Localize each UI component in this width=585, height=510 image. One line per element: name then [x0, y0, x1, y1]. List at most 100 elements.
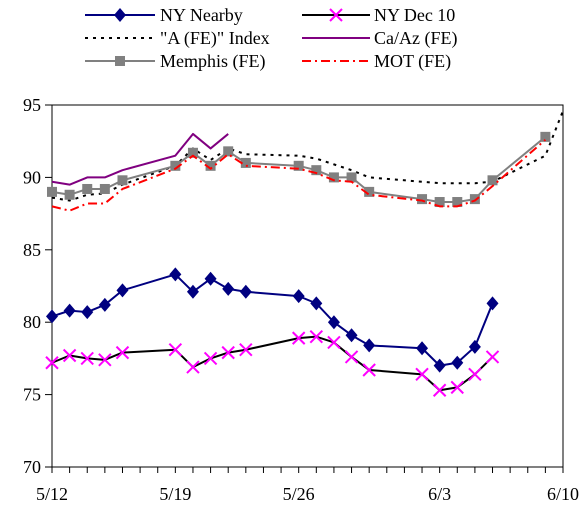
data-point — [416, 341, 429, 356]
data-point — [327, 335, 341, 350]
data-point — [468, 367, 482, 382]
data-point — [363, 338, 376, 353]
data-point — [327, 315, 340, 330]
y-tick-label: 85 — [23, 240, 41, 260]
data-point — [186, 284, 199, 299]
legend-entry-mot-fe: MOT (FE) — [302, 51, 451, 72]
data-point — [486, 296, 499, 311]
data-point — [98, 353, 112, 367]
series-line — [51, 132, 229, 186]
axes: 70 75 80 85 90 95 5/12 5/19 5/26 6/3 6/10 — [23, 95, 579, 504]
data-point — [98, 297, 111, 312]
data-point — [293, 160, 304, 171]
legend-label: MOT (FE) — [374, 51, 451, 72]
legend-entry-ny-dec-10: NY Dec 10 — [302, 5, 455, 25]
data-point — [451, 355, 464, 370]
data-point — [415, 367, 429, 382]
x-tick-label: 5/26 — [283, 484, 315, 504]
series-line — [51, 138, 547, 212]
y-tick-label: 75 — [23, 385, 41, 405]
data-point — [81, 305, 94, 320]
data-point — [223, 146, 234, 157]
data-point — [345, 328, 358, 343]
data-point — [328, 172, 339, 183]
legend-entry-ny-nearby: NY Nearby — [85, 5, 243, 25]
plot-frame — [51, 104, 564, 468]
series-ny-nearby — [46, 267, 499, 373]
data-point — [433, 358, 446, 373]
data-point — [64, 189, 75, 200]
legend-label: NY Dec 10 — [374, 5, 455, 25]
x-tick-label: 5/12 — [36, 484, 68, 504]
data-point — [239, 343, 253, 357]
data-point — [434, 197, 445, 208]
legend-label: Ca/Az (FE) — [374, 28, 457, 49]
data-point — [417, 194, 428, 205]
data-point — [45, 356, 59, 370]
data-point — [47, 186, 57, 197]
data-point — [82, 183, 93, 194]
data-point — [450, 380, 464, 395]
data-point — [344, 350, 359, 364]
data-point — [540, 131, 551, 142]
data-point — [204, 271, 217, 286]
data-point — [46, 309, 58, 324]
data-point — [452, 197, 463, 208]
series-mot-fe — [51, 138, 547, 212]
data-point — [80, 351, 94, 366]
legend-marker — [114, 8, 126, 22]
data-point — [432, 383, 447, 397]
data-point — [115, 345, 130, 360]
data-point — [469, 194, 480, 205]
data-point — [186, 360, 200, 374]
data-point — [205, 160, 216, 171]
data-point — [310, 296, 323, 311]
legend: NY Nearby NY Dec 10 "A (FE)" Index Ca/Az (F… — [85, 5, 457, 72]
x-tick-label: 6/10 — [547, 484, 579, 504]
data-point — [291, 331, 306, 345]
data-point — [221, 345, 235, 360]
x-tick-label: 5/19 — [159, 484, 191, 504]
data-point — [170, 160, 181, 171]
data-point — [487, 175, 498, 186]
legend-marker — [329, 8, 343, 22]
data-point — [485, 350, 500, 364]
data-point — [240, 157, 251, 168]
data-point — [63, 303, 76, 318]
data-point — [222, 281, 235, 296]
y-tick-label: 80 — [23, 312, 41, 332]
data-point — [311, 165, 322, 176]
data-point — [117, 175, 128, 186]
data-point — [468, 339, 481, 354]
legend-label: "A (FE)" Index — [160, 28, 270, 49]
data-point — [187, 147, 198, 158]
data-point — [346, 172, 357, 183]
data-point — [362, 363, 376, 377]
data-point — [309, 329, 324, 344]
data-point — [292, 289, 305, 304]
legend-entry-ca-az-fe: Ca/Az (FE) — [302, 28, 457, 49]
legend-label: NY Nearby — [160, 5, 243, 25]
legend-entry-memphis-fe: Memphis (FE) — [85, 51, 266, 72]
series-ca-az-fe — [51, 132, 229, 186]
y-tick-label: 90 — [23, 167, 41, 187]
legend-label: Memphis (FE) — [160, 51, 266, 72]
series-line — [51, 273, 494, 367]
data-point — [239, 284, 252, 299]
data-point — [99, 183, 110, 194]
data-point — [203, 351, 218, 366]
series-layer — [45, 110, 564, 397]
data-point — [169, 267, 182, 282]
legend-entry-a-fe-index: "A (FE)" Index — [85, 28, 270, 49]
series-memphis-fe — [47, 131, 551, 208]
legend-marker — [115, 56, 125, 66]
data-point — [62, 348, 77, 363]
data-point — [116, 283, 129, 298]
data-point — [364, 186, 375, 197]
data-point — [168, 343, 183, 357]
y-tick-label: 70 — [23, 457, 41, 477]
y-tick-label: 95 — [23, 95, 41, 115]
series-line — [51, 335, 494, 392]
series-ny-dec-10 — [45, 329, 500, 397]
